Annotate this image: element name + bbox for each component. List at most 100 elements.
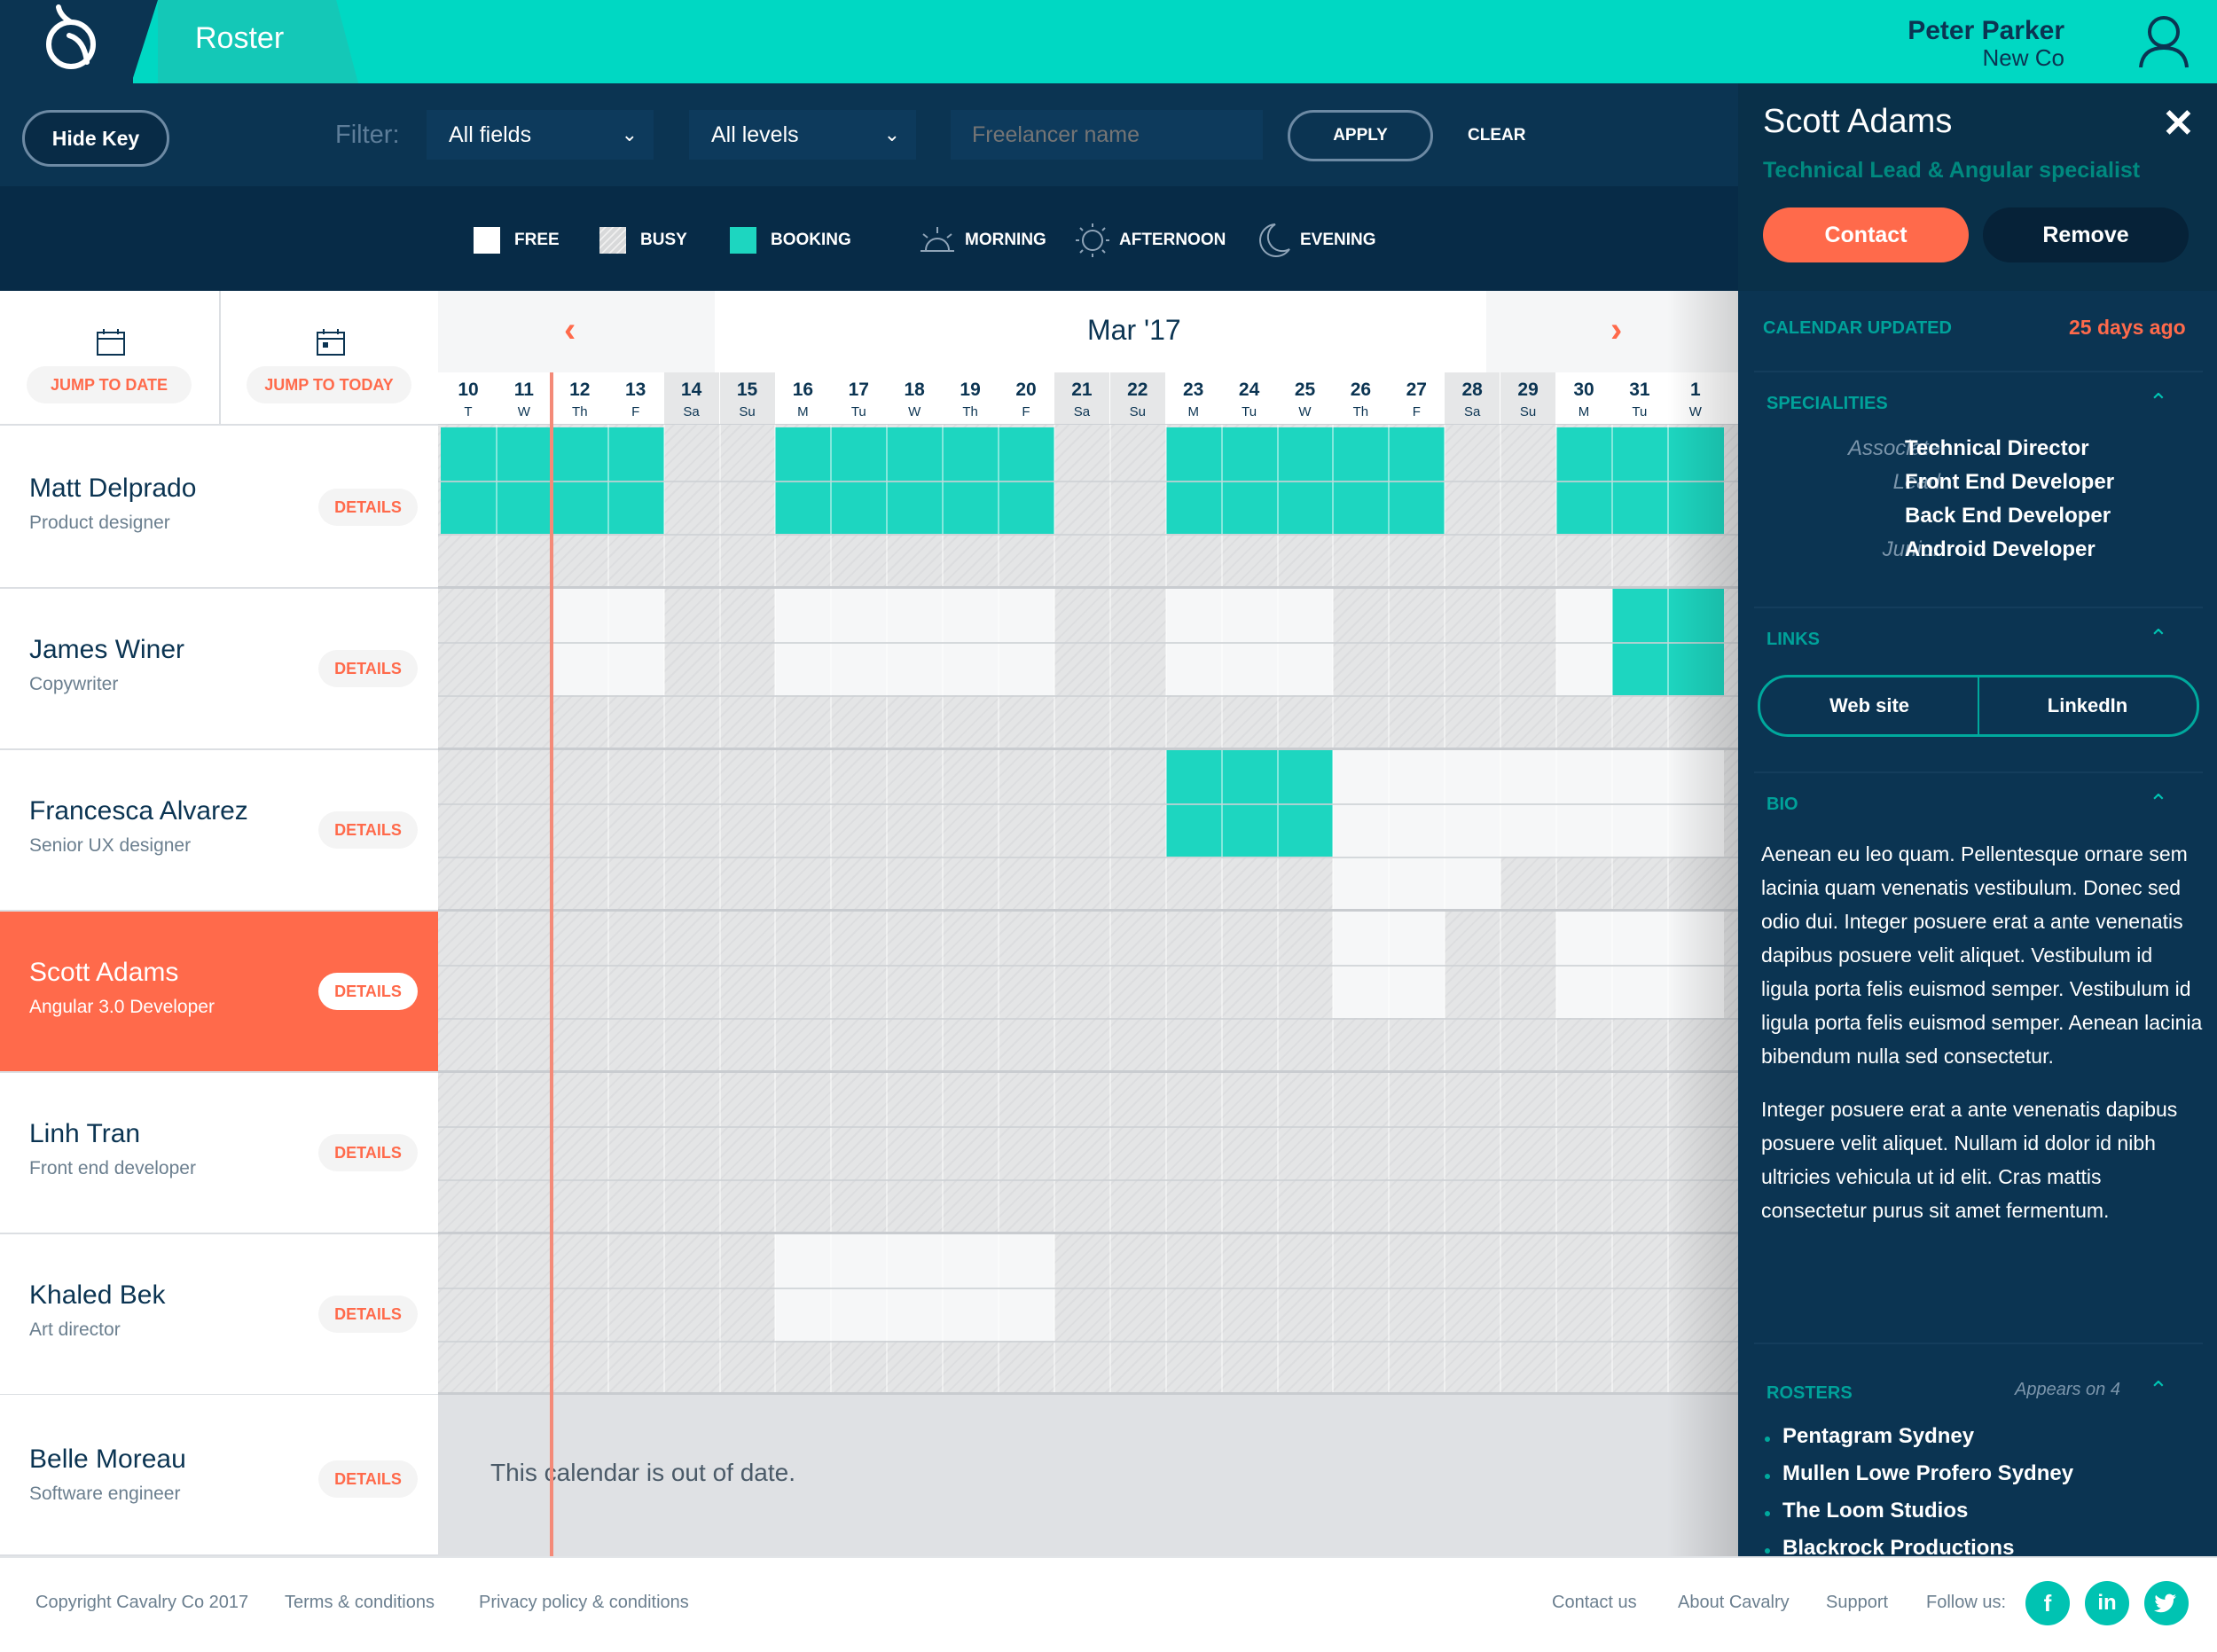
day-weekday: M — [1187, 404, 1199, 419]
key-morning: MORNING — [919, 227, 1046, 254]
details-button[interactable]: DETAILS — [318, 489, 418, 526]
day-weekday: M — [797, 404, 809, 419]
month-center — [715, 291, 1486, 372]
day-header: 14 Sa — [663, 372, 719, 424]
panel-shadow — [1667, 291, 1738, 1556]
twitter-icon[interactable] — [2144, 1581, 2189, 1625]
terms-link[interactable]: Terms & conditions — [285, 1593, 435, 1612]
grid-line — [1610, 425, 1613, 1556]
contact-link[interactable]: Contact us — [1552, 1593, 1637, 1612]
top-bar — [0, 0, 2217, 83]
booking-swatch — [730, 227, 756, 254]
day-header: 19 Th — [943, 372, 998, 424]
details-button[interactable]: DETAILS — [318, 1296, 418, 1333]
person-row[interactable]: Francesca Alvarez Senior UX designer DETAI… — [0, 750, 438, 912]
linkedin-link[interactable]: LinkedIn — [2047, 694, 2128, 716]
roster-item[interactable]: Mullen Lowe Profero Sydney — [1782, 1461, 2074, 1485]
day-weekday: Th — [572, 404, 588, 419]
facebook-icon[interactable]: f — [2025, 1581, 2070, 1625]
person-row[interactable]: Matt Delprado Product designer DETAILS — [0, 427, 438, 589]
spec-level: Junior — [1882, 537, 1940, 561]
website-link[interactable]: Web site — [1829, 694, 1910, 716]
key-evening-label: EVENING — [1300, 231, 1376, 249]
day-number: 29 — [1517, 380, 1539, 400]
key-busy-label: BUSY — [640, 231, 687, 249]
logo-slant — [131, 0, 158, 83]
person-role: Senior UX designer — [29, 835, 192, 856]
contact-button[interactable]: Contact — [1763, 207, 1969, 262]
freelancer-name-input[interactable] — [951, 110, 1263, 160]
person-row[interactable]: Belle Moreau Software engineer DETAILS — [0, 1395, 438, 1556]
person-row[interactable]: Linh Tran Front end developer DETAILS — [0, 1073, 438, 1234]
day-number: 16 — [792, 380, 814, 400]
tab-roster[interactable] — [158, 0, 358, 83]
panel-name: Scott Adams — [1763, 103, 1953, 140]
jump-to-date-button[interactable]: JUMP TO DATE — [27, 366, 192, 403]
user-avatar-icon[interactable] — [2137, 12, 2190, 69]
clear-button[interactable]: CLEAR — [1468, 126, 1526, 145]
apply-button[interactable]: APPLY — [1288, 110, 1433, 161]
grid-line — [438, 965, 1738, 967]
roster-item[interactable]: Pentagram Sydney — [1782, 1424, 1975, 1448]
person-role: Software engineer — [29, 1484, 181, 1504]
day-number: 14 — [680, 380, 702, 400]
day-weekday: M — [1578, 404, 1590, 419]
linkedin-icon[interactable]: in — [2085, 1581, 2129, 1625]
grid-line — [942, 425, 944, 1556]
key-free-label: FREE — [514, 231, 560, 249]
chevron-up-icon[interactable]: ⌃ — [2149, 789, 2168, 816]
details-button[interactable]: DETAILS — [318, 1134, 418, 1171]
person-role: Product designer — [29, 513, 170, 533]
chevron-down-icon: ⌄ — [883, 123, 900, 145]
grid-line — [438, 1341, 1738, 1343]
calendar-today-icon — [317, 329, 345, 356]
day-header: 10 T — [441, 372, 496, 424]
grid-line — [1555, 425, 1557, 1556]
chevron-up-icon[interactable]: ⌃ — [2149, 624, 2168, 651]
fields-select[interactable]: All fields ⌄ — [427, 110, 654, 160]
support-link[interactable]: Support — [1826, 1593, 1889, 1612]
chevron-right-icon[interactable]: › — [1610, 310, 1623, 349]
details-button[interactable]: DETAILS — [318, 973, 418, 1010]
grid-line — [438, 695, 1738, 697]
person-row[interactable]: James Winer Copywriter DETAILS — [0, 589, 438, 750]
day-weekday: Sa — [1464, 404, 1481, 419]
hide-key-button[interactable]: Hide Key — [22, 110, 169, 167]
close-icon[interactable]: ✕ — [2162, 102, 2195, 145]
roster-item[interactable]: The Loom Studios — [1782, 1499, 1969, 1523]
key-busy: BUSY — [599, 227, 687, 254]
about-link[interactable]: About Cavalry — [1678, 1593, 1790, 1612]
remove-button[interactable]: Remove — [1983, 207, 2189, 262]
bio-label: BIO — [1767, 795, 1798, 814]
details-button[interactable]: DETAILS — [318, 1460, 418, 1498]
chevron-up-icon[interactable]: ⌃ — [2149, 388, 2168, 415]
grid-line — [886, 425, 889, 1556]
logo-container[interactable] — [0, 0, 133, 83]
levels-select[interactable]: All levels ⌄ — [689, 110, 916, 160]
roster-item[interactable]: Blackrock Productions — [1782, 1536, 2015, 1556]
day-number: 23 — [1183, 380, 1204, 400]
person-name: Matt Delprado — [29, 474, 197, 503]
chevron-up-icon[interactable]: ⌃ — [2149, 1376, 2168, 1403]
person-name: James Winer — [29, 635, 185, 664]
day-weekday: Su — [1519, 404, 1537, 419]
person-row[interactable]: Scott Adams Angular 3.0 Developer DETAILS — [0, 912, 438, 1073]
grid-line — [607, 425, 609, 1556]
grid-line — [438, 803, 1738, 805]
person-row[interactable]: Khaled Bek Art director DETAILS — [0, 1234, 438, 1396]
details-button[interactable]: DETAILS — [318, 650, 418, 687]
user-name[interactable]: Peter Parker — [1908, 16, 2064, 45]
day-weekday: W — [1298, 404, 1312, 419]
row-divider — [438, 1232, 1738, 1234]
jump-to-today-button[interactable]: JUMP TO TODAY — [247, 366, 411, 403]
privacy-link[interactable]: Privacy policy & conditions — [479, 1593, 689, 1612]
day-number: 25 — [1294, 380, 1316, 400]
key-evening: EVENING — [1259, 223, 1376, 257]
details-button[interactable]: DETAILS — [318, 811, 418, 849]
row-divider — [438, 909, 1738, 912]
free-block[interactable] — [1333, 857, 1501, 910]
row-divider — [438, 1392, 1738, 1395]
chevron-left-icon[interactable]: ‹ — [564, 310, 576, 349]
divider — [1978, 677, 1979, 734]
day-header: 22 Su — [1109, 372, 1165, 424]
